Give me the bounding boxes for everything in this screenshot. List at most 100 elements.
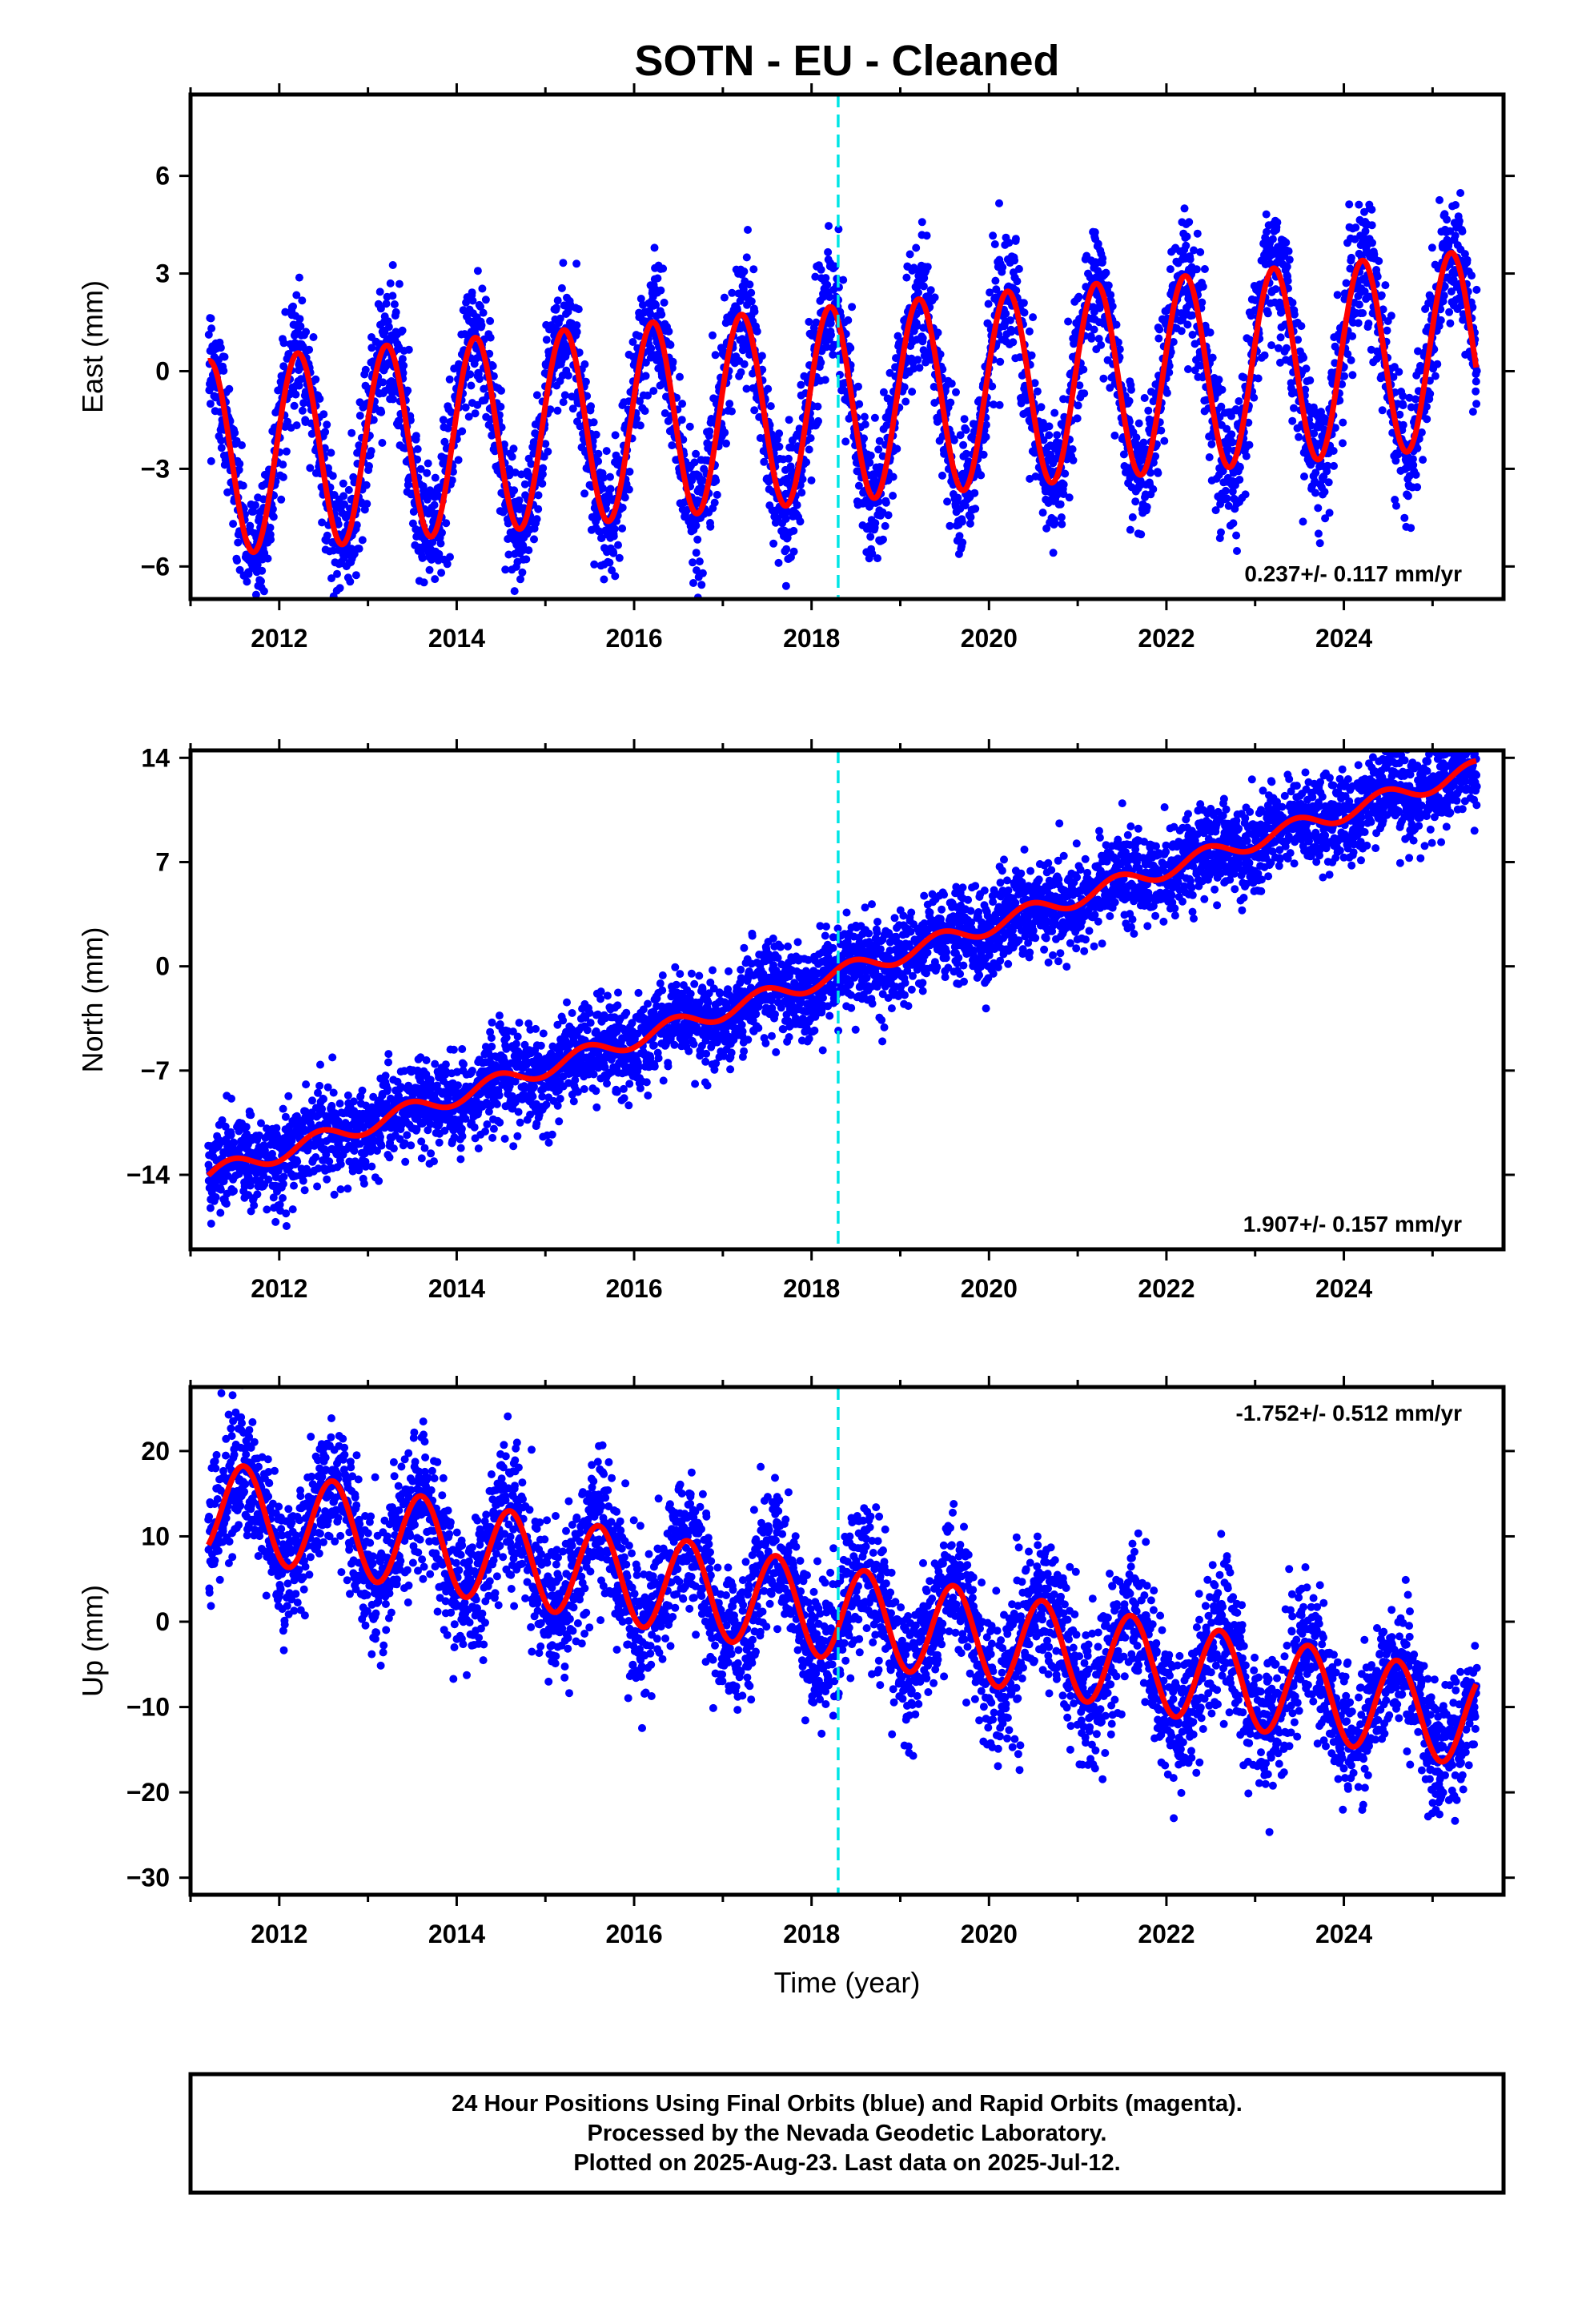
data-point [253, 607, 261, 615]
data-point [1339, 439, 1347, 448]
data-point [1126, 525, 1134, 534]
data-point [518, 568, 527, 577]
data-point [947, 380, 956, 388]
data-point [1058, 520, 1066, 529]
data-point [728, 407, 736, 416]
data-point [292, 291, 301, 300]
data-point [692, 521, 701, 530]
data-point [229, 520, 238, 529]
data-point [785, 416, 793, 424]
data-point [879, 535, 887, 544]
data-point [609, 532, 618, 541]
data-point [1013, 277, 1022, 286]
data-point [556, 314, 564, 323]
data-point [1300, 472, 1308, 480]
data-point [1455, 217, 1464, 225]
data-point [339, 658, 347, 666]
data-point [423, 468, 432, 477]
data-point [922, 231, 931, 240]
data-point [1262, 210, 1271, 219]
data-point [468, 296, 477, 305]
data-point [263, 554, 272, 563]
data-point [501, 565, 510, 574]
data-point [1311, 489, 1319, 497]
data-point [665, 327, 673, 336]
data-point [1320, 488, 1329, 497]
data-point [1348, 371, 1357, 380]
data-point [478, 284, 487, 293]
data-point [610, 525, 619, 533]
data-point [905, 250, 914, 259]
data-point [293, 1157, 302, 1166]
data-point [1217, 528, 1225, 537]
data-point [1325, 509, 1334, 517]
data-point [1368, 239, 1376, 247]
data-point [678, 400, 687, 408]
data-point [511, 468, 520, 476]
data-point [1155, 325, 1164, 334]
data-point [893, 444, 901, 453]
data-point [608, 566, 616, 575]
data-point [1079, 365, 1088, 374]
data-point [841, 437, 850, 446]
data-point [1314, 504, 1323, 513]
data-point [1069, 456, 1078, 464]
data-point [279, 339, 288, 348]
data-point [1435, 195, 1443, 204]
data-point [594, 449, 603, 458]
data-point [789, 547, 798, 556]
data-point [431, 575, 440, 584]
data-point [1399, 420, 1407, 429]
data-point [720, 293, 729, 302]
data-point [1282, 344, 1291, 352]
data-point [447, 408, 456, 416]
data-point [242, 1123, 251, 1132]
data-point [711, 351, 720, 360]
data-point [398, 326, 407, 335]
data-point [1367, 205, 1376, 214]
x-tick-label: 2012 [251, 624, 307, 653]
data-point [552, 304, 560, 312]
data-point [615, 553, 624, 562]
data-point [1142, 503, 1151, 511]
data-point [889, 472, 897, 481]
data-point [1200, 265, 1209, 273]
data-point [923, 263, 932, 271]
data-point [339, 479, 347, 488]
data-point [995, 199, 1003, 207]
data-point [1206, 328, 1215, 337]
data-point [284, 1092, 293, 1100]
data-point [1297, 322, 1306, 331]
data-point [874, 445, 883, 454]
data-point [295, 381, 303, 390]
data-point [640, 407, 649, 416]
data-point [1446, 319, 1455, 328]
data-point [468, 288, 476, 297]
data-point [1139, 438, 1148, 447]
data-point [1128, 513, 1137, 521]
data-point [378, 439, 387, 447]
data-point [1472, 285, 1481, 294]
data-point [334, 520, 343, 529]
data-point [1445, 308, 1454, 316]
data-point [1140, 394, 1149, 402]
data-point [251, 590, 260, 599]
data-point [1400, 513, 1409, 522]
data-point [518, 604, 526, 612]
data-point [559, 259, 568, 267]
data-point [757, 352, 766, 360]
data-point [496, 402, 505, 411]
data-point [1283, 263, 1291, 271]
data-point [1144, 406, 1153, 415]
data-point [915, 364, 924, 372]
data-point [420, 578, 428, 587]
data-point [1290, 310, 1299, 319]
data-point [1472, 367, 1481, 376]
y-tick-label: 0 [155, 356, 170, 385]
data-point [1064, 317, 1073, 326]
data-point [395, 279, 404, 288]
data-point [889, 492, 897, 500]
data-point [388, 261, 397, 269]
data-point [817, 265, 825, 274]
data-point [1010, 256, 1019, 265]
